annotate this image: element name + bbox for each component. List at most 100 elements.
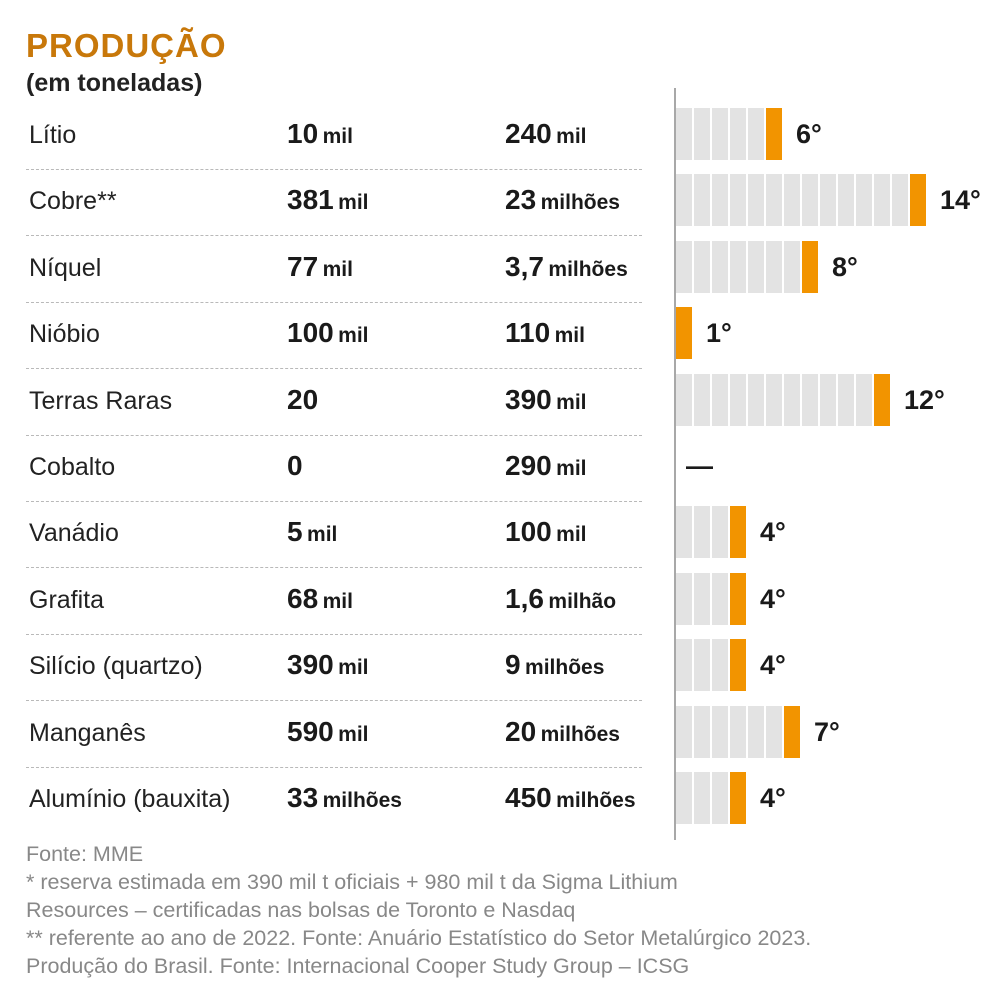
- rank-segment: [676, 639, 692, 692]
- reserve-unit: milhões: [548, 257, 628, 281]
- rank-marker: [676, 307, 692, 360]
- reserve-number: 1,6: [505, 582, 544, 614]
- reserve-value: 110 mil: [505, 317, 585, 354]
- reserve-number: 20: [505, 715, 537, 747]
- production-unit: mil: [322, 589, 353, 613]
- reserve-number: 100: [505, 516, 552, 548]
- rank-label: 12°: [904, 384, 945, 415]
- rank-marker: [730, 572, 746, 625]
- reserve-unit: mil: [554, 324, 585, 348]
- reserve-unit: milhões: [556, 789, 636, 812]
- production-unit: mil: [322, 257, 353, 281]
- rank-segment: [748, 705, 764, 758]
- mineral-name: Terras Raras: [29, 386, 173, 415]
- rank-label: 8°: [832, 251, 858, 282]
- rank-marker: [730, 639, 746, 692]
- rank-axis-line: [674, 88, 676, 840]
- reserve-value: 9 milhões: [505, 649, 604, 686]
- reserve-unit: mil: [556, 457, 587, 480]
- mineral-name: Níquel: [29, 253, 102, 282]
- table-row: Níquel 77 mil 3,7 milhões 8°: [0, 237, 1000, 303]
- rank-segment: [838, 174, 854, 227]
- production-unit: mil: [338, 722, 369, 746]
- rank-segment: [730, 108, 746, 160]
- mineral-name: Lítio: [29, 121, 77, 149]
- row-divider: [26, 434, 642, 436]
- production-value: 390 mil: [287, 649, 369, 686]
- rank-segment: [694, 572, 710, 625]
- rank-label: 7°: [814, 716, 840, 747]
- rank-segment: [712, 108, 728, 160]
- rank-segment: [748, 240, 764, 293]
- production-unit: mil: [338, 324, 369, 348]
- rank-segment: [856, 174, 872, 227]
- table-row: Nióbio 100 mil 110 mil 1°: [0, 303, 1000, 370]
- rank-label: 4°: [760, 583, 786, 614]
- production-number: 390: [287, 649, 334, 681]
- production-number: 590: [287, 715, 334, 747]
- reserve-value: 20 milhões: [505, 716, 620, 753]
- rank-segment: [694, 705, 710, 758]
- rank-marker: [802, 240, 818, 293]
- reserve-unit: milhão: [548, 589, 617, 613]
- rank-segment: [802, 174, 818, 227]
- rank-segment: [712, 772, 728, 824]
- table-row: Manganês 590 mil 20 milhões 7°: [0, 702, 1000, 768]
- production-number: 0: [287, 450, 303, 481]
- mineral-name: Vanádio: [29, 519, 119, 548]
- reserve-number: 240: [505, 118, 552, 149]
- rank-label: —: [686, 451, 713, 481]
- rank-label: 14°: [940, 185, 981, 216]
- production-value: 590 mil: [287, 716, 369, 753]
- row-divider: [26, 567, 642, 569]
- production-value: 0: [287, 450, 303, 487]
- rank-segment: [712, 572, 728, 625]
- reserve-unit: mil: [556, 523, 587, 547]
- rank-segment: [694, 108, 710, 160]
- rank-segment: [712, 705, 728, 758]
- production-number: 10: [287, 118, 319, 149]
- rank-segment: [712, 506, 728, 559]
- table-row: Lítio 10 mil 240 mil 6°: [0, 104, 1000, 170]
- rank-segment: [676, 572, 692, 625]
- table-row: Terras Raras 20 390 mil 12°: [0, 370, 1000, 436]
- rank-segment: [874, 174, 890, 227]
- rank-segment: [712, 174, 728, 227]
- reserve-unit: mil: [556, 125, 587, 148]
- table-row: Cobre** 381 mil 23 milhões 14°: [0, 170, 1000, 237]
- rank-segment: [694, 772, 710, 824]
- rank-segment: [676, 240, 692, 293]
- footnote-line: Produção do Brasil. Fonte: Internacional…: [26, 954, 690, 978]
- rank-marker: [730, 772, 746, 824]
- reserve-unit: milhões: [540, 191, 620, 215]
- reserve-number: 390: [505, 383, 552, 415]
- table-row: Silício (quartzo) 390 mil 9 milhões 4°: [0, 635, 1000, 702]
- mineral-name: Grafita: [29, 585, 105, 614]
- production-number: 20: [287, 383, 319, 415]
- rank-segment: [766, 705, 782, 758]
- rank-segment: [766, 373, 782, 426]
- reserve-number: 9: [505, 649, 521, 681]
- production-unit: mil: [322, 125, 353, 148]
- rank-segment: [748, 174, 764, 227]
- reserve-number: 290: [505, 450, 552, 481]
- row-divider: [26, 368, 642, 370]
- rank-label: 1°: [706, 318, 732, 349]
- production-unit: milhões: [322, 789, 402, 812]
- mineral-name: Manganês: [29, 718, 146, 747]
- reserve-unit: mil: [556, 390, 587, 414]
- rank-segment: [676, 705, 692, 758]
- chart-subtitle: (em toneladas): [26, 69, 203, 97]
- production-value: 100 mil: [287, 317, 369, 354]
- production-value: 33 milhões: [287, 782, 402, 819]
- table-row: Vanádio 5 mil 100 mil 4°: [0, 502, 1000, 569]
- reserve-number: 23: [505, 184, 537, 216]
- rank-segment: [784, 240, 800, 293]
- rank-label: 4°: [760, 650, 786, 681]
- row-divider: [26, 501, 642, 502]
- production-number: 5: [287, 516, 303, 548]
- rank-segment: [730, 373, 746, 426]
- rank-segment: [730, 240, 746, 293]
- production-value: 68 mil: [287, 583, 353, 620]
- rank-segment: [748, 108, 764, 160]
